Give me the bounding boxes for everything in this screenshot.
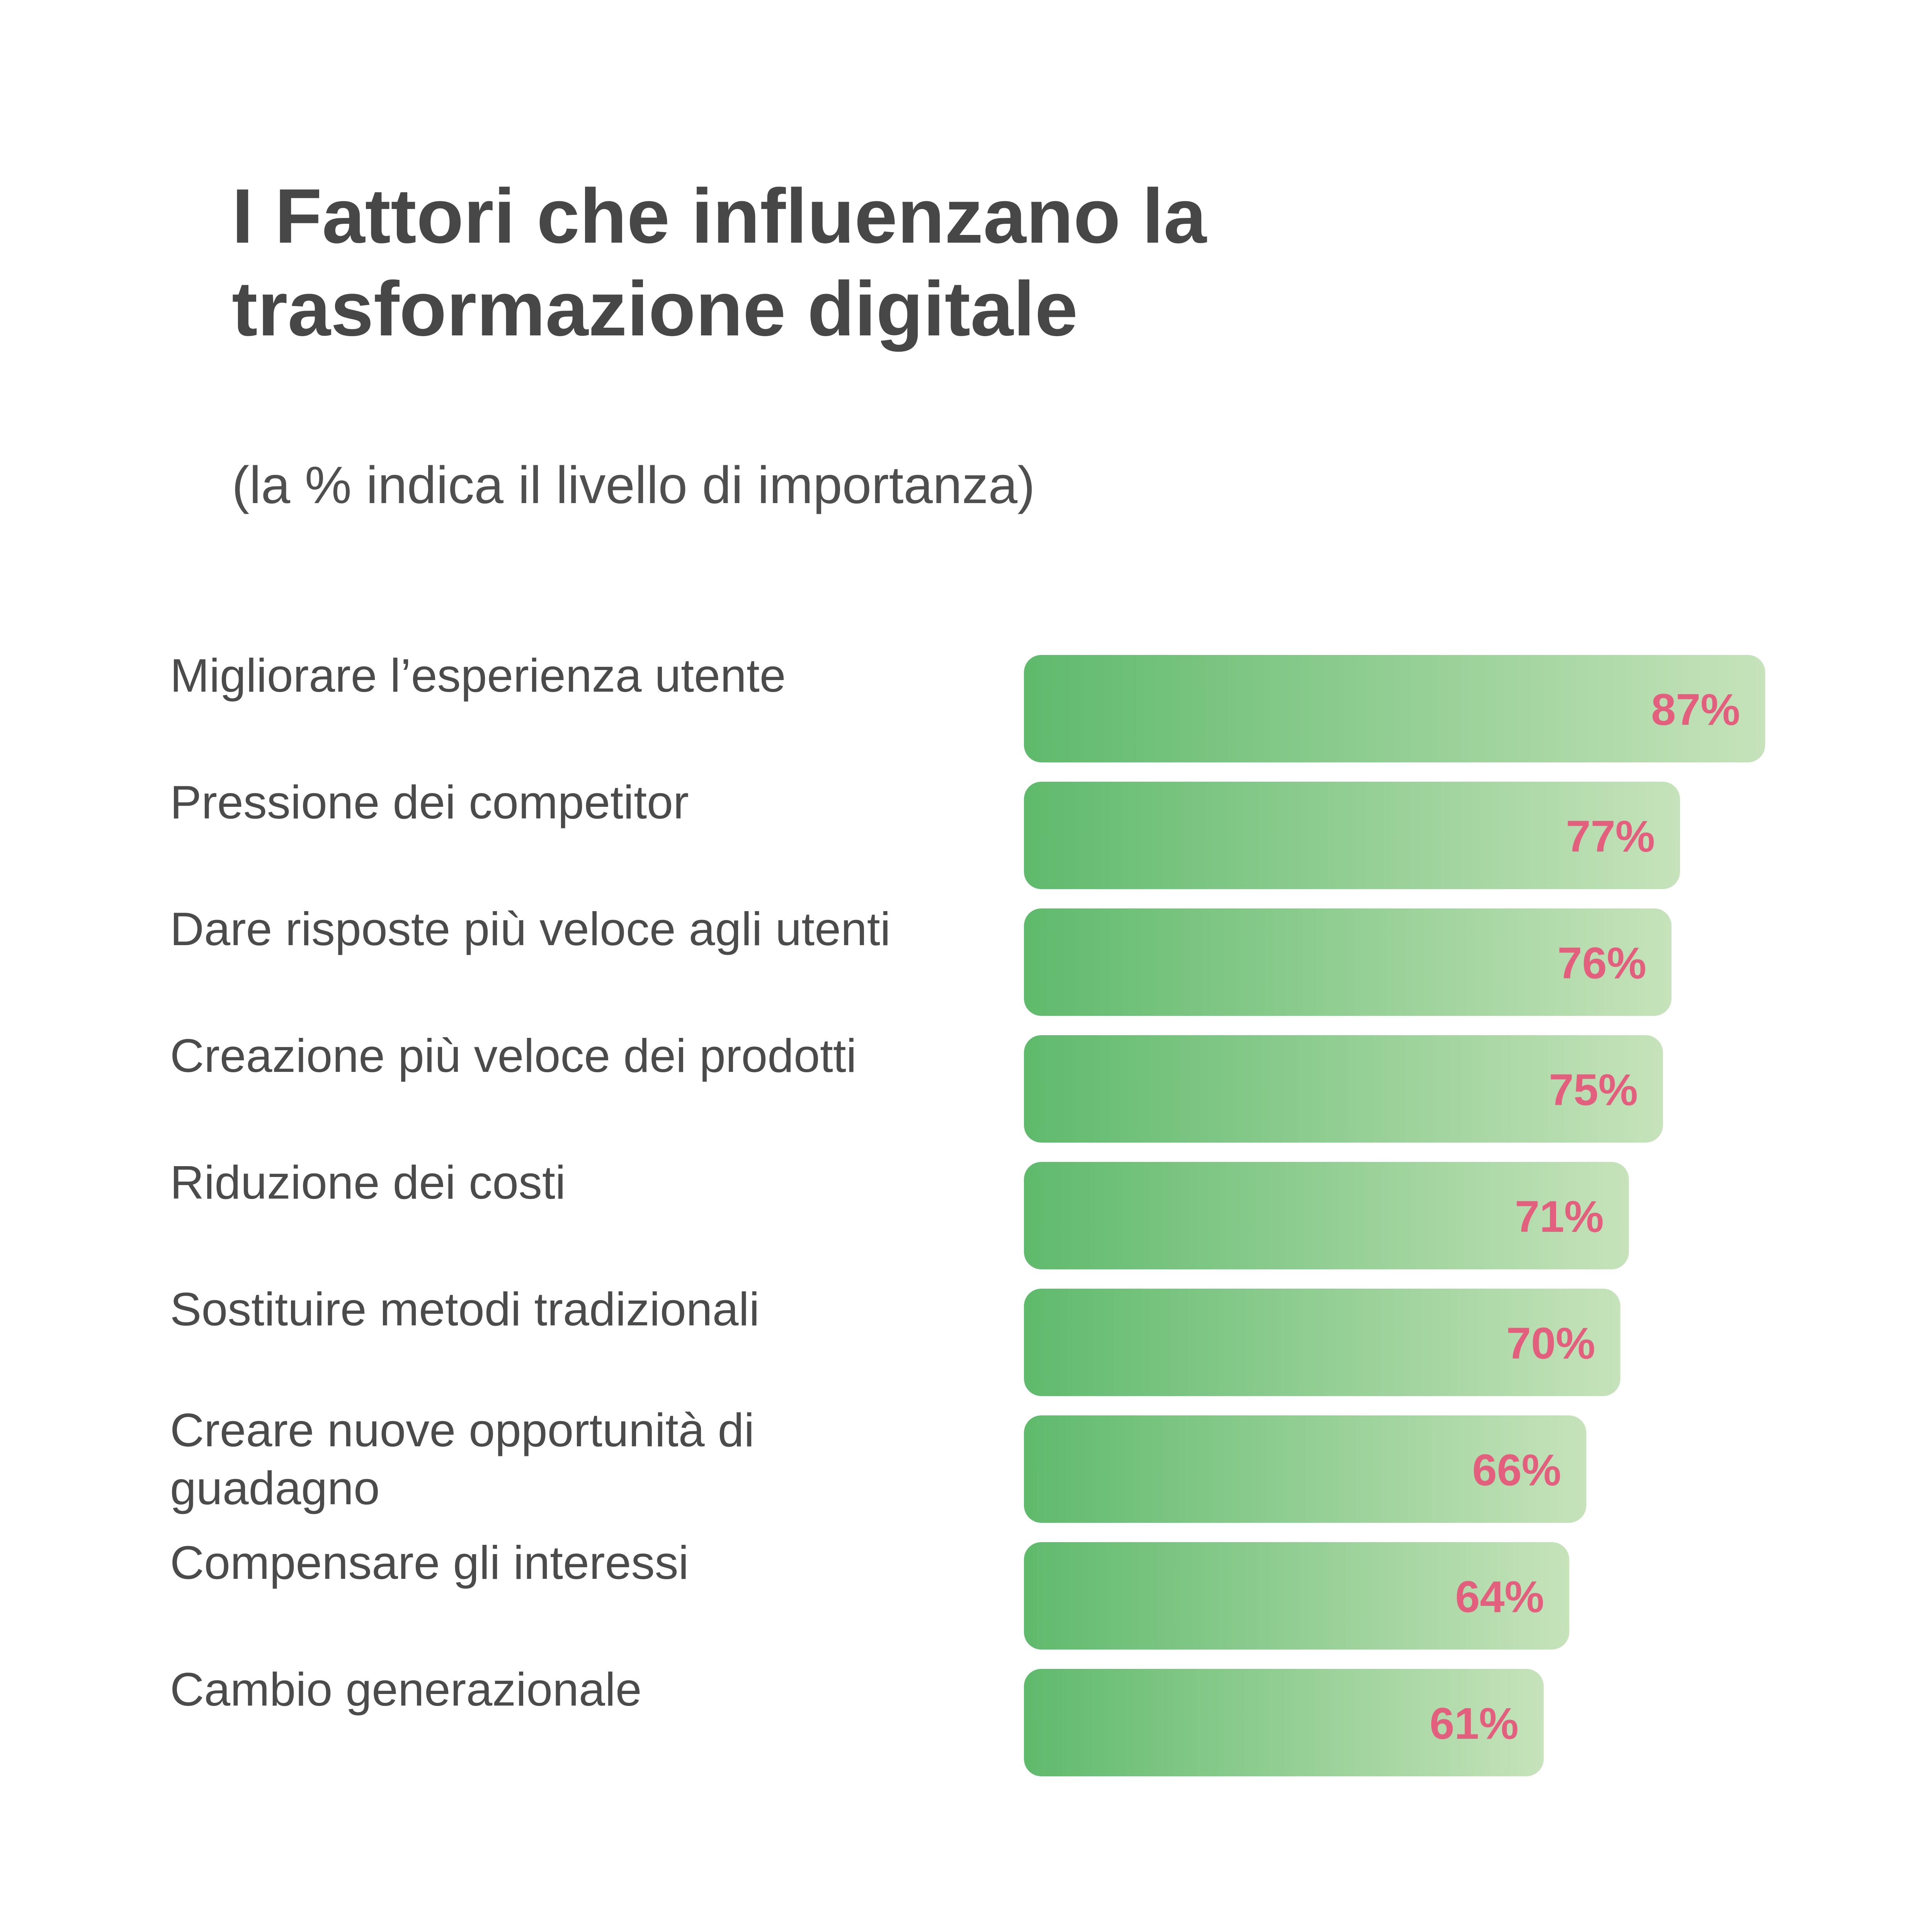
category-label-1: Migliorare l’esperienza utente — [170, 649, 786, 702]
bar-7 — [1024, 1415, 1587, 1523]
bar-8 — [1024, 1542, 1570, 1650]
bar-1 — [1024, 655, 1765, 762]
value-label-2: 77% — [1566, 812, 1655, 861]
value-label-9: 61% — [1430, 1699, 1519, 1748]
bar-3 — [1024, 908, 1672, 1016]
category-label-9: Cambio generazionale — [170, 1663, 642, 1716]
bar-4 — [1024, 1035, 1663, 1143]
category-label-2: Pressione dei competitor — [170, 776, 689, 828]
category-label-5: Riduzione dei costi — [170, 1156, 566, 1209]
value-label-5: 71% — [1515, 1192, 1604, 1242]
category-label-3: Dare risposte più veloce agli utenti — [170, 903, 891, 955]
value-label-7: 66% — [1472, 1446, 1561, 1495]
value-label-4: 75% — [1549, 1065, 1638, 1115]
category-label-4: Creazione più veloce dei prodotti — [170, 1029, 857, 1082]
chart-subtitle: (la % indica il livello di importanza) — [232, 456, 1035, 514]
value-label-1: 87% — [1651, 685, 1740, 735]
category-label-6: Sostituire metodi tradizionali — [170, 1283, 760, 1335]
bars-group: 87% Migliorare l’esperienza utente 77% Pres… — [170, 649, 1765, 1776]
chart-title: I Fattori che influenzano la trasformazi… — [232, 173, 1207, 352]
value-label-6: 70% — [1506, 1319, 1595, 1368]
bar-9 — [1024, 1669, 1544, 1776]
value-label-3: 76% — [1558, 939, 1646, 988]
bar-2 — [1024, 782, 1680, 889]
value-label-8: 64% — [1455, 1572, 1544, 1622]
bar-6 — [1024, 1289, 1621, 1396]
bar-5 — [1024, 1162, 1629, 1269]
category-label-8: Compensare gli interessi — [170, 1536, 689, 1589]
category-label-7: Creare nuove opportunità di guadagno — [170, 1404, 754, 1514]
